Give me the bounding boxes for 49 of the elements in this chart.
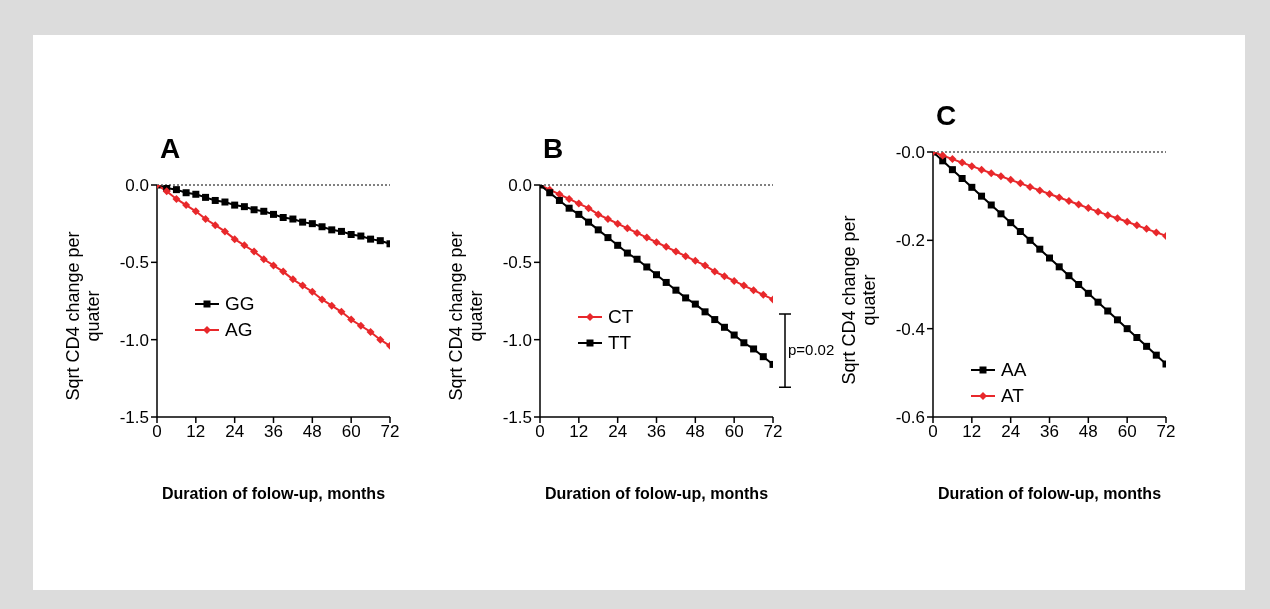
chart-title: B (543, 133, 564, 165)
y-tick-label: -1.0 (502, 330, 532, 350)
y-axis-title: Sqrt CD4 change per quater (839, 214, 879, 385)
x-tick-label: 36 (1040, 422, 1059, 442)
y-tick-label: -0.5 (502, 253, 532, 273)
x-tick-label: 60 (724, 422, 744, 442)
x-tick-label: 36 (264, 422, 283, 442)
x-tick-label: 0 (535, 422, 545, 442)
y-tick-label: -0.0 (895, 143, 925, 163)
legend-label: AG (225, 318, 253, 342)
x-tick-label: 12 (962, 422, 982, 442)
x-axis-title: Duration of folow-up, months (937, 485, 1162, 503)
y-tick-label: -1.5 (502, 408, 532, 428)
text: p=0.02 (788, 340, 835, 358)
y-tick-label: -1.5 (119, 408, 149, 428)
x-axis-title: Duration of folow-up, months (161, 485, 386, 503)
x-tick-label: 72 (380, 422, 400, 442)
y-tick-label: -1.0 (119, 330, 149, 350)
x-tick-label: 72 (763, 422, 783, 442)
chart-title: C (936, 100, 957, 132)
legend-label: AT (1001, 384, 1024, 409)
legend-label: CT (608, 305, 634, 330)
x-tick-label: 72 (1156, 422, 1176, 442)
x-tick-label: 48 (685, 422, 705, 442)
y-tick-label: -0.5 (119, 253, 149, 273)
y-axis-title: Sqrt CD4 change per quater (446, 231, 486, 401)
x-tick-label: 24 (1001, 422, 1021, 442)
x-tick-label: 24 (608, 422, 628, 442)
y-tick-label: -0.4 (895, 319, 925, 339)
x-tick-label: 24 (225, 422, 245, 442)
x-tick-label: 0 (152, 422, 162, 442)
chart-title: A (160, 133, 181, 165)
x-tick-label: 48 (1078, 422, 1098, 442)
y-tick-label: -0.6 (895, 408, 925, 428)
x-tick-label: 12 (186, 422, 206, 442)
x-tick-label: 48 (302, 422, 322, 442)
x-axis-title: Duration of folow-up, months (544, 485, 769, 503)
y-tick-label: 0.0 (125, 176, 149, 196)
x-tick-label: 0 (928, 422, 938, 442)
x-tick-label: 36 (647, 422, 666, 442)
x-tick-label: 60 (1117, 422, 1137, 442)
y-tick-label: -0.2 (895, 231, 925, 251)
y-tick-label: 0.0 (508, 176, 532, 196)
x-tick-label: 60 (341, 422, 361, 442)
legend-label: GG (225, 292, 255, 316)
y-axis-title: Sqrt CD4 change per quater (63, 231, 103, 401)
legend-label: TT (608, 331, 632, 356)
x-tick-label: 12 (569, 422, 589, 442)
legend-label: AA (1001, 358, 1027, 383)
